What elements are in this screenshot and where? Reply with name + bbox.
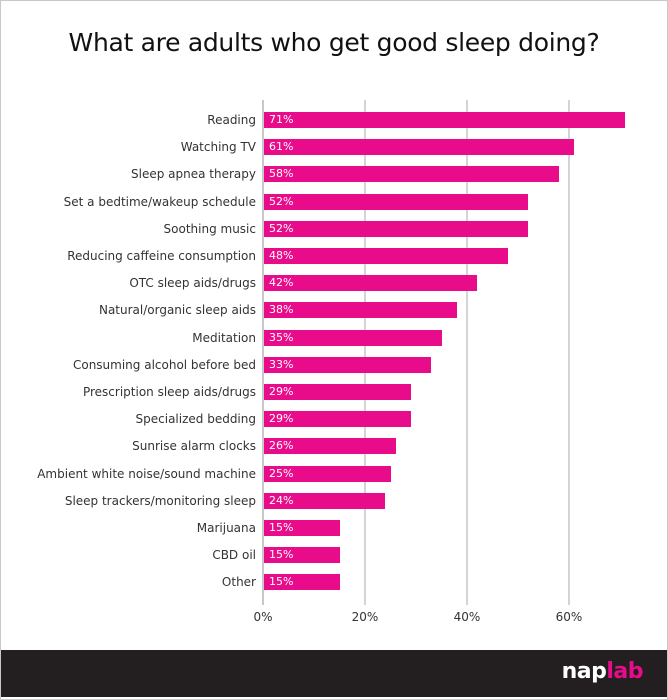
bar: 42% <box>264 275 478 292</box>
value-label: 58% <box>269 167 294 181</box>
bar-row: CBD oil 15% <box>0 547 668 564</box>
value-label: 15% <box>269 575 294 589</box>
x-tick-40: 40% <box>453 610 481 624</box>
category-label: Consuming alcohol before bed <box>72 357 256 372</box>
bar: 52% <box>264 220 529 237</box>
value-label: 35% <box>269 330 294 344</box>
value-label: 33% <box>269 357 294 371</box>
bar: 15% <box>264 547 340 564</box>
bar: 15% <box>264 520 340 536</box>
gridline-40 <box>466 100 468 605</box>
x-tick-20: 20% <box>351 610 379 624</box>
bar: 52% <box>264 193 529 210</box>
bar-row: Natural/organic sleep aids 38% <box>0 302 668 319</box>
bar: 15% <box>264 574 340 591</box>
value-label: 71% <box>269 113 294 126</box>
value-label: 26% <box>269 439 294 453</box>
bar-row: Ambient white noise/sound machine 25% <box>0 465 668 482</box>
category-label: Specialized bedding <box>135 412 256 427</box>
bar: 61% <box>264 139 575 156</box>
bar: 29% <box>264 411 411 428</box>
plot-area: Reading 71% Watching TV 61% Sleep apnea ther… <box>0 100 668 605</box>
value-label: 29% <box>269 385 294 398</box>
category-label: Other <box>221 575 256 590</box>
category-label: Reducing caffeine consumption <box>67 249 256 263</box>
chart-title: What are adults who get good sleep doing… <box>68 28 600 57</box>
category-label: Sleep apnea therapy <box>131 167 256 182</box>
bar-row: Sunrise alarm clocks 26% <box>0 438 668 455</box>
bar: 24% <box>264 492 386 509</box>
bar-row: Consuming alcohol before bed 33% <box>0 356 668 373</box>
bar-row: Marijuana 15% <box>0 520 668 536</box>
bar-row: Sleep apnea therapy 58% <box>0 166 668 183</box>
bar-row: Meditation 35% <box>0 329 668 346</box>
bar: 25% <box>264 465 391 482</box>
footer-bar: naplab <box>1 650 667 697</box>
bar: 29% <box>264 384 411 400</box>
bar: 26% <box>264 438 396 455</box>
category-label: Marijuana <box>196 521 256 535</box>
bar-row: Reducing caffeine consumption 48% <box>0 248 668 264</box>
category-label: Set a bedtime/wakeup schedule <box>63 194 256 209</box>
bar: 48% <box>264 248 508 264</box>
value-label: 52% <box>269 194 294 208</box>
y-axis-line <box>262 100 264 605</box>
bar-row: Soothing music 52% <box>0 220 668 237</box>
gridline-20 <box>364 100 366 605</box>
bar-row: Reading 71% <box>0 112 668 128</box>
naplab-logo: naplab <box>561 659 644 684</box>
value-label: 52% <box>269 221 294 235</box>
category-label: Watching TV <box>180 140 256 155</box>
category-label: Natural/organic sleep aids <box>98 303 256 318</box>
x-tick-0: 0% <box>253 610 273 624</box>
value-label: 15% <box>269 521 294 534</box>
category-label: Reading <box>207 113 256 127</box>
bar: 71% <box>264 112 626 128</box>
category-label: Prescription sleep aids/drugs <box>82 385 256 399</box>
bar: 38% <box>264 302 457 319</box>
x-tick-60: 60% <box>555 610 583 624</box>
value-label: 15% <box>269 548 294 562</box>
bar-row: OTC sleep aids/drugs 42% <box>0 275 668 292</box>
category-label: Sleep trackers/monitoring sleep <box>64 493 256 508</box>
category-label: Ambient white noise/sound machine <box>37 466 256 481</box>
bar-row: Specialized bedding 29% <box>0 411 668 428</box>
value-label: 61% <box>269 140 294 154</box>
category-label: OTC sleep aids/drugs <box>129 276 256 291</box>
value-label: 29% <box>269 412 294 426</box>
category-label: Soothing music <box>163 221 256 236</box>
category-label: Meditation <box>192 330 256 345</box>
bar-row: Prescription sleep aids/drugs 29% <box>0 384 668 400</box>
logo-lab: lab <box>606 659 643 684</box>
gridline-60 <box>568 100 570 605</box>
category-label: Sunrise alarm clocks <box>132 439 256 454</box>
bar: 58% <box>264 166 559 183</box>
value-label: 48% <box>269 249 294 262</box>
value-label: 42% <box>269 276 294 290</box>
category-label: CBD oil <box>212 548 256 563</box>
bar-row: Other 15% <box>0 574 668 591</box>
bar-row: Watching TV 61% <box>0 139 668 156</box>
bar-row: Sleep trackers/monitoring sleep 24% <box>0 492 668 509</box>
logo-nap: nap <box>561 659 607 684</box>
bar: 35% <box>264 329 442 346</box>
value-label: 25% <box>269 466 294 480</box>
value-label: 24% <box>269 493 294 507</box>
bar-row: Set a bedtime/wakeup schedule 52% <box>0 193 668 210</box>
value-label: 38% <box>269 303 294 317</box>
bar: 33% <box>264 356 432 373</box>
